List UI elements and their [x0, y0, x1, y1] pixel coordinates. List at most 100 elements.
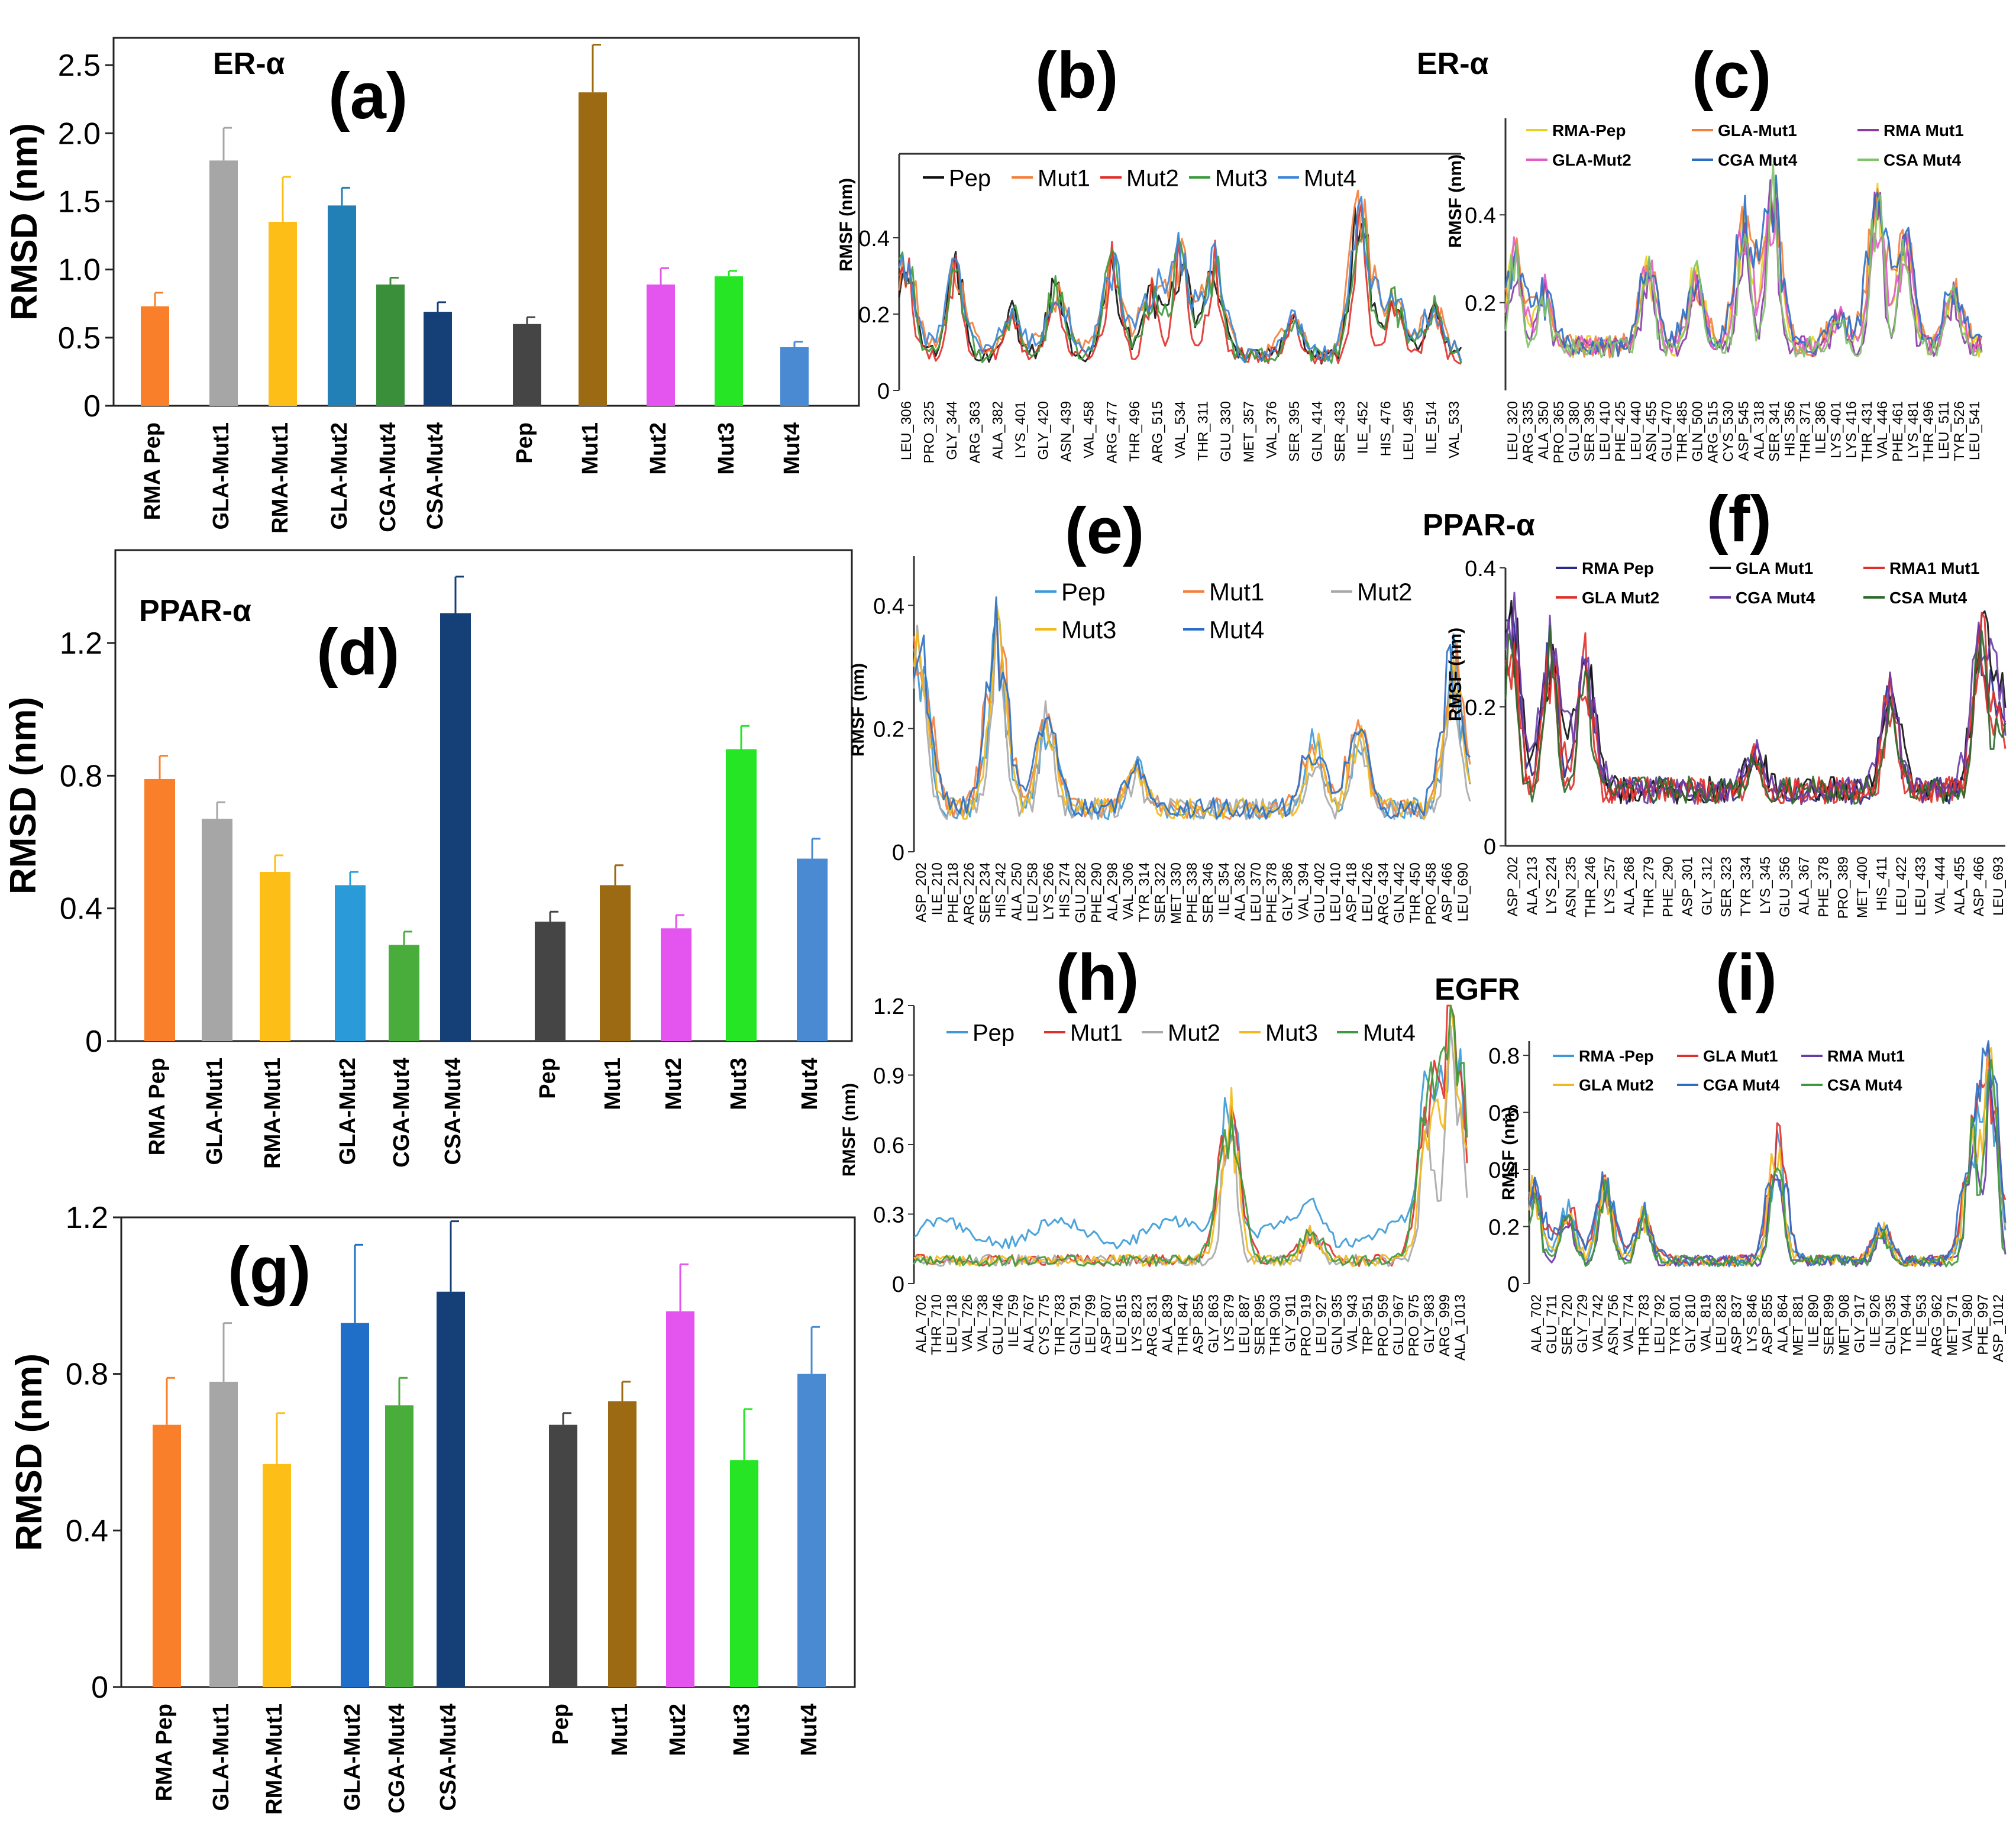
legend-label: GLA Mut1	[1736, 559, 1813, 577]
x-tick-label: PHE_425	[1613, 401, 1629, 462]
plot-frame	[112, 37, 860, 407]
x-tick-label: ILE_452	[1355, 401, 1371, 454]
x-tick-label: ARG_515	[1705, 401, 1721, 463]
x-tick-label: GLY_911	[1283, 1294, 1299, 1352]
x-tick-label: ARG_434	[1375, 862, 1391, 925]
x-category-label: GLA-Mut2	[335, 1058, 360, 1165]
x-category-label: Mut4	[797, 1704, 822, 1756]
x-category-label: CSA-Mut4	[423, 422, 448, 530]
x-tick-label: GLY_344	[944, 401, 960, 460]
legend-label: Mut2	[1126, 165, 1179, 191]
x-tick-label: ASP_1012	[1991, 1294, 2007, 1362]
bar	[726, 749, 757, 1041]
bar	[209, 160, 238, 406]
x-tick-label: ARG_226	[961, 862, 977, 925]
x-category-label: Mut2	[646, 422, 671, 475]
x-tick-label: LEU_426	[1359, 862, 1375, 922]
x-tick-label: VAL_446	[1875, 401, 1891, 458]
x-category-label: Mut3	[726, 1058, 751, 1110]
x-category-label: Mut3	[729, 1704, 754, 1756]
x-tick-label: PHE_461	[1890, 401, 1906, 462]
x-tick-label: HIS_356	[1782, 401, 1798, 456]
legend-label: Pep	[973, 1020, 1015, 1046]
panel-h-label: EGFR	[1435, 972, 1520, 1007]
bar	[389, 945, 419, 1041]
x-tick-label: ARG_515	[1149, 401, 1165, 463]
x-tick-label: ALA_864	[1775, 1294, 1791, 1353]
y-tick-label: 0.8	[66, 1358, 108, 1392]
x-tick-label: PHE_218	[945, 862, 961, 923]
x-tick-label: CYS_530	[1720, 401, 1736, 462]
series-line	[1528, 1059, 2007, 1268]
y-axis-label: RMSF (nm)	[1499, 1107, 1519, 1200]
x-tick-label: TRP_951	[1360, 1294, 1376, 1354]
y-axis-label: RMSF (nm)	[836, 178, 856, 272]
x-tick-label: VAL_533	[1446, 401, 1462, 458]
legend-label: Mut3	[1215, 165, 1268, 191]
x-category-label: GLA-Mut1	[209, 422, 234, 530]
legend-label: RMA1 Mut1	[1889, 559, 1979, 577]
x-tick-label: GLU_967	[1391, 1294, 1407, 1355]
y-tick-label: 0.4	[60, 892, 102, 926]
y-tick-label: 0.8	[60, 759, 102, 793]
x-category-label: Pep	[512, 422, 537, 464]
bar-chart-d: 0 0.4 0.8 1.2 RMSD (nm) RMA Pep GLA-Mut1 RMA-Mu…	[3, 549, 853, 1169]
x-tick-label: LEU_690	[1455, 862, 1471, 922]
x-tick-label: ASP_466	[1439, 862, 1455, 922]
series-line	[1505, 606, 2007, 805]
x-tick-label: MET_908	[1837, 1294, 1853, 1356]
x-tick-label: ASN_235	[1563, 857, 1579, 917]
panel-h-letter: (h)	[1056, 941, 1139, 1014]
x-tick-label: LYS_481	[1905, 401, 1921, 458]
x-tick-label: LEU_258	[1025, 862, 1041, 922]
x-tick-label: GLU_330	[1218, 401, 1234, 462]
x-tick-label: VAL_394	[1296, 862, 1312, 920]
x-tick-label: THR_450	[1407, 862, 1423, 923]
x-category-label: Mut1	[600, 1058, 625, 1110]
x-tick-label: TYR_526	[1952, 401, 1967, 461]
x-tick-label: LYS_401	[1828, 401, 1844, 458]
x-category-label: CGA-Mut4	[385, 1704, 409, 1814]
x-tick-label: HIS_274	[1057, 862, 1072, 917]
x-tick-label: GLU_402	[1312, 862, 1328, 923]
x-category-label: GLA-Mut1	[209, 1704, 234, 1811]
series-line	[1504, 630, 2006, 804]
bar	[141, 306, 169, 406]
x-tick-label: LEU_370	[1248, 862, 1264, 922]
x-tick-label: PHE_338	[1184, 862, 1200, 923]
x-tick-label: SER_899	[1821, 1294, 1837, 1355]
legend-label: RMA Pep	[1582, 559, 1654, 577]
x-tick-label: VAL_774	[1621, 1294, 1637, 1352]
series-line	[1504, 592, 2007, 805]
x-tick-label: GLU_380	[1566, 401, 1582, 462]
x-tick-label: GLN_935	[1329, 1294, 1345, 1355]
x-tick-label: GLU_356	[1777, 857, 1793, 917]
legend-label: RMA Mut1	[1827, 1048, 1905, 1065]
y-tick-label: 0.4	[873, 594, 904, 619]
x-tick-label: ASP_466	[1971, 857, 1987, 916]
y-tick-label: 0	[892, 841, 904, 865]
series-line	[1504, 625, 2007, 805]
x-category-label: CGA-Mut4	[389, 1058, 414, 1168]
y-tick-label: 0.2	[1488, 1216, 1520, 1240]
y-axis-label: RMSD (nm)	[4, 123, 45, 321]
x-tick-label: ALA_298	[1104, 862, 1120, 921]
panel-c-label: ER-α	[1417, 47, 1489, 81]
x-tick-label: VAL_444	[1932, 857, 1948, 914]
x-tick-label: THR_246	[1582, 857, 1598, 917]
x-tick-label: LYS_401	[1013, 401, 1029, 458]
x-tick-label: PRO_975	[1406, 1294, 1422, 1356]
x-tick-label: ARG_363	[967, 401, 983, 463]
x-tick-label: THR_496	[1127, 401, 1143, 462]
x-tick-label: LEU_410	[1327, 862, 1343, 922]
y-tick-label: 0.4	[1488, 1158, 1520, 1183]
x-category-label: RMA Pep	[145, 1058, 170, 1155]
bar	[269, 222, 297, 406]
bar	[661, 928, 692, 1041]
panel-b-letter: (b)	[1035, 39, 1118, 112]
panel-a-letter: (a)	[328, 60, 408, 133]
y-tick-label: 1.2	[873, 994, 904, 1019]
